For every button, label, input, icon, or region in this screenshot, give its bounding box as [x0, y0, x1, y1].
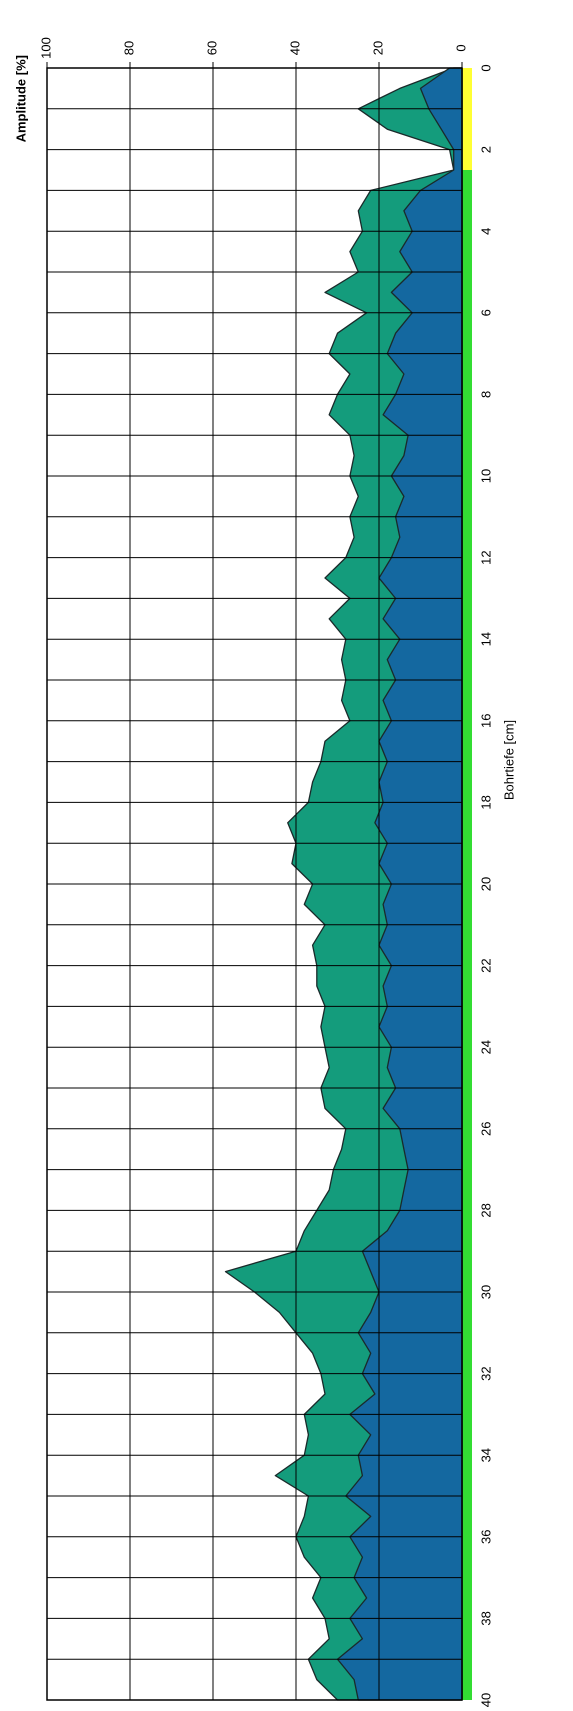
y-tick-label: 60 [204, 41, 219, 55]
x-tick-label: 12 [478, 550, 493, 564]
x-tick-label: 4 [478, 228, 493, 235]
x-tick-label: 24 [478, 1040, 493, 1054]
x-tick-label: 40 [478, 1693, 493, 1707]
x-tick-label: 10 [478, 469, 493, 483]
x-tick-label: 14 [478, 632, 493, 646]
x-axis-label: Bohrtiefe [cm] [501, 720, 516, 800]
y-tick-label: 0 [453, 44, 468, 51]
y-tick-label: 40 [287, 41, 302, 55]
x-tick-label: 0 [478, 64, 493, 71]
x-tick-label: 28 [478, 1203, 493, 1217]
y-tick-label: 100 [38, 37, 53, 59]
x-tick-label: 30 [478, 1285, 493, 1299]
x-tick-label: 26 [478, 1122, 493, 1136]
x-tick-label: 16 [478, 714, 493, 728]
x-tick-label: 6 [478, 309, 493, 316]
x-tick-label: 32 [478, 1366, 493, 1380]
x-tick-label: 18 [478, 795, 493, 809]
x-tick-label: 38 [478, 1611, 493, 1625]
x-tick-label: 34 [478, 1448, 493, 1462]
x-tick-label: 36 [478, 1530, 493, 1544]
y-tick-label: 80 [121, 41, 136, 55]
x-tick-label: 2 [478, 146, 493, 153]
plot-frame [46, 67, 463, 1701]
depth-strip [462, 68, 472, 170]
depth-strip [462, 170, 472, 1700]
x-tick-label: 20 [478, 877, 493, 891]
x-tick-label: 22 [478, 958, 493, 972]
y-axis-label: Amplitude [%] [13, 55, 28, 142]
x-tick-label: 8 [478, 391, 493, 398]
y-tick-label: 20 [370, 41, 385, 55]
